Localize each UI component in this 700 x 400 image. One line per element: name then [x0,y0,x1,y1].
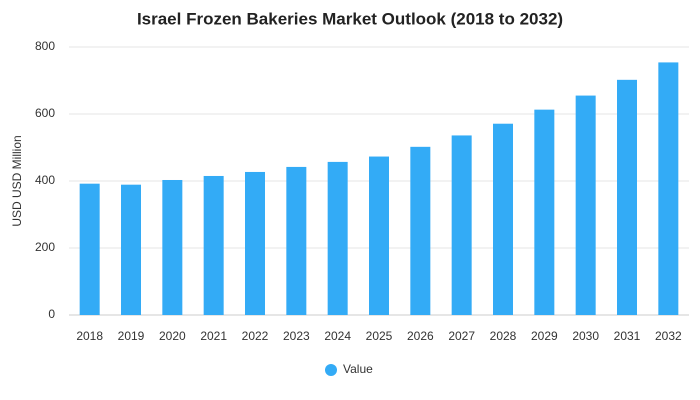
x-tick-label: 2021 [200,329,227,343]
bar [286,166,307,315]
legend-marker [325,364,337,376]
y-tick-label: 800 [35,39,55,53]
x-tick-label: 2019 [118,329,145,343]
y-tick-label: 600 [35,106,55,120]
y-tick-label: 0 [48,307,55,321]
bar [79,183,100,315]
bar [575,95,596,315]
x-tick-label: 2020 [159,329,186,343]
bar [327,161,348,315]
bar [410,146,431,315]
x-tick-label: 2032 [655,329,682,343]
y-axis-label: USD USD Million [10,135,24,226]
y-tick-label: 400 [35,173,55,187]
x-tick-label: 2031 [614,329,641,343]
x-tick-label: 2030 [572,329,599,343]
bar [534,109,555,316]
x-tick-label: 2028 [490,329,517,343]
x-tick-label: 2018 [76,329,103,343]
y-tick-label: 200 [35,240,55,254]
legend-label: Value [343,362,373,376]
x-tick-label: 2023 [283,329,310,343]
bar [245,171,265,315]
bar [369,156,389,315]
x-tick-label: 2027 [448,329,475,343]
bar [162,179,183,315]
bar [617,79,637,315]
x-tick-label: 2024 [324,329,351,343]
bar [451,135,472,315]
bar [658,62,679,315]
chart-title: Israel Frozen Bakeries Market Outlook (2… [137,9,563,28]
x-tick-label: 2022 [242,329,269,343]
x-tick-label: 2025 [366,329,393,343]
bar [121,184,141,315]
x-tick-label: 2029 [531,329,558,343]
x-tick-label: 2026 [407,329,434,343]
bar [493,123,513,315]
bar [203,175,224,315]
